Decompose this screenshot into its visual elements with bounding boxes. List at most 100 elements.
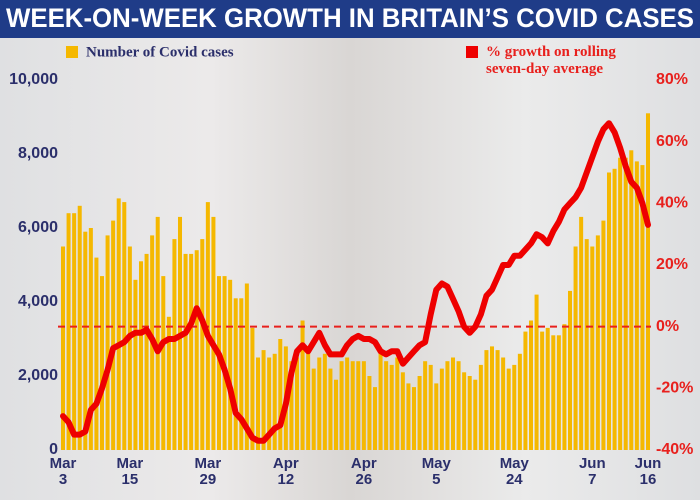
bar [94,257,99,450]
title-banner [0,0,700,38]
bar [411,387,417,450]
bar [523,331,528,450]
bar [467,376,472,450]
bar [612,168,617,451]
bar [462,372,467,450]
bar [473,379,478,450]
bar [417,376,422,450]
bar [372,387,378,450]
bar [244,283,249,450]
bar [306,350,311,450]
bar [311,368,316,450]
bar [60,246,66,450]
legend-label: % growth on rolling seven-day average [486,44,616,77]
bar [161,276,166,450]
y2-tick-label: 0% [656,318,679,335]
bar [395,357,400,450]
bar [88,228,93,450]
bar [194,250,199,450]
bar [127,246,132,450]
bar [534,294,539,450]
bar [584,239,589,450]
bar [495,350,500,450]
bar [579,216,584,450]
bar [356,361,361,450]
legend-label: Number of Covid cases [86,44,234,60]
bar [450,357,456,450]
y2-tick-label: 20% [656,256,688,273]
bar [66,213,71,450]
bar [361,361,366,450]
bar [255,357,261,450]
bar [200,239,205,450]
x-tick-label: Apr 26 [350,455,377,488]
bar [189,253,194,450]
y2-tick-label: -40% [656,441,693,458]
bar [517,353,522,450]
bar [322,353,327,450]
bar [155,216,160,450]
bar [111,220,116,450]
bar [350,361,355,450]
bar [551,335,556,450]
bar [406,383,411,450]
x-tick-label: Mar 29 [194,455,222,488]
bar [590,246,595,450]
bar [228,279,233,450]
bar [172,239,177,450]
bar [250,327,255,450]
bar [428,364,433,450]
y-tick-label: 2,000 [18,367,58,384]
bar [239,298,244,450]
bar [183,253,188,450]
bar [138,261,144,450]
bar [278,339,283,450]
bar [573,246,578,450]
x-tick-label: Mar 15 [116,455,144,488]
bar [333,379,339,450]
bar [328,368,333,450]
y-tick-label: 4,000 [18,293,58,310]
bar [618,157,623,450]
bar [272,353,277,450]
bar [378,350,383,450]
bar [478,364,483,450]
bar [105,235,110,450]
bar [83,231,88,450]
bar [289,361,294,450]
legend-swatch [66,46,78,58]
bar [645,113,651,451]
bar [506,368,511,450]
x-tick-label: May 24 [499,455,529,488]
bar [72,213,77,450]
bar [211,216,216,450]
x-tick-label: Jun 16 [634,455,662,488]
bar [623,157,628,450]
bar [166,316,171,450]
y2-tick-label: 60% [656,133,688,150]
bar [339,361,344,450]
bar [445,361,450,450]
chart-title: WEEK-ON-WEEK GROWTH IN BRITAIN’S COVID C… [6,3,694,33]
line [60,120,651,444]
bar [317,357,322,450]
bar [562,324,567,450]
x-tick-label: Jun 7 [578,455,606,488]
bar [545,327,550,450]
bar [367,376,372,450]
bar [267,357,272,450]
bar [595,235,600,450]
bar [640,165,645,450]
bar [556,335,561,450]
bar [439,368,444,450]
bar [233,298,238,450]
bar [601,220,606,450]
bar [116,198,121,450]
bar [567,290,573,450]
bar [501,357,506,450]
x-tick-label: May 5 [421,455,451,488]
bar [606,172,612,450]
bar [294,357,300,450]
y-tick-label: 8,000 [18,145,58,162]
y-tick-label: 6,000 [18,219,58,236]
